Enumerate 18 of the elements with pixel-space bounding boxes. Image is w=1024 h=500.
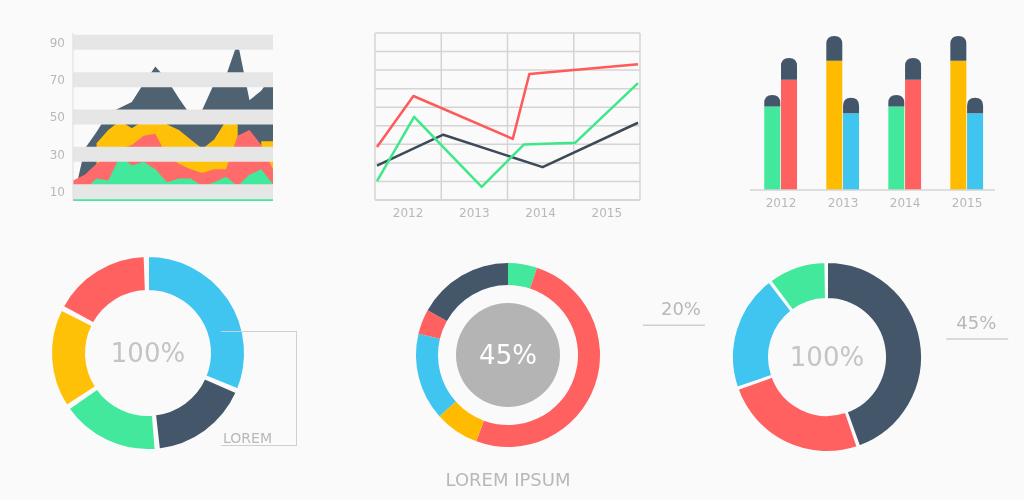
text: 45% — [478, 340, 538, 370]
x-tick-label: 2013 — [459, 205, 490, 220]
x-tick-label: 2013 — [827, 195, 859, 210]
x-tick-label: 2014 — [889, 195, 921, 210]
y-tick-label: 10 — [49, 184, 65, 199]
x-tick-label: 2014 — [525, 205, 556, 220]
y-tick-label: 30 — [49, 147, 65, 162]
y-tick-label: 90 — [49, 35, 65, 50]
data-label: 20% — [660, 298, 701, 320]
text: LOREM — [223, 429, 272, 448]
text: LOREM IPSUM — [444, 468, 572, 492]
y-tick-label: 50 — [49, 110, 65, 125]
x-tick-label: 2012 — [765, 195, 797, 210]
x-tick-label: 2015 — [591, 205, 623, 220]
y-tick-label: 70 — [49, 72, 65, 87]
x-tick-label: 2012 — [392, 205, 424, 220]
x-tick-label: 2015 — [951, 195, 983, 210]
data-label: 45% — [956, 311, 997, 333]
